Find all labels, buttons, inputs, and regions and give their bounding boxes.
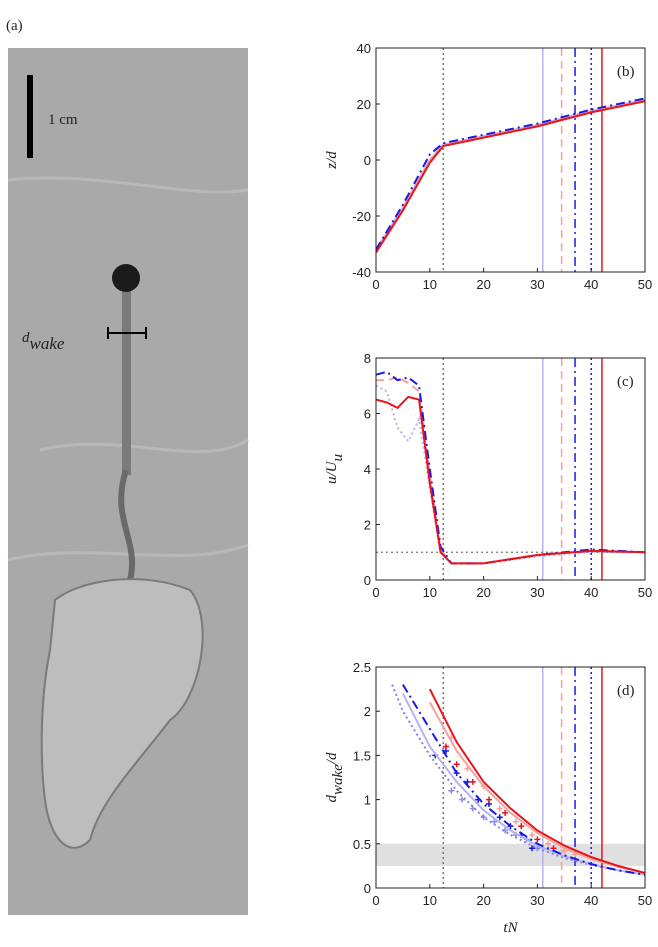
series-line	[376, 384, 645, 565]
plot-area	[376, 667, 645, 888]
chart: 0 10 20 30 40 50 -40 -20 0 20 40 (b) z/d	[324, 41, 652, 292]
series-line	[376, 100, 645, 253]
x-tick-label: 20	[476, 893, 490, 908]
x-axis-label: tN	[503, 920, 518, 936]
plot-area	[376, 358, 645, 580]
y-axis-label-part: wake	[330, 764, 346, 795]
x-tick-label: 50	[638, 893, 652, 908]
plot-area	[376, 48, 645, 272]
y-tick-label: 2.5	[353, 660, 371, 675]
y-tick-label: 0	[364, 881, 371, 896]
data-point	[480, 814, 487, 821]
series-line	[376, 97, 645, 251]
y-tick-label: 6	[364, 407, 371, 422]
x-tick-label: 10	[423, 585, 437, 600]
panel-label: (c)	[617, 374, 634, 390]
x-tick-label: 50	[638, 585, 652, 600]
series-line	[376, 395, 645, 565]
series-line	[428, 701, 645, 874]
data-point	[459, 796, 466, 803]
data-point	[485, 796, 492, 803]
y-tick-label: -20	[352, 209, 371, 224]
y-tick-label: 2	[364, 518, 371, 533]
data-point	[502, 809, 509, 816]
data-point	[496, 805, 503, 812]
series-line	[402, 693, 645, 876]
x-tick-label: 50	[638, 277, 652, 292]
y-axis-label-part: /d	[324, 752, 340, 765]
y-tick-label: 40	[357, 41, 371, 56]
x-tick-label: 20	[476, 585, 490, 600]
panel-label: (d)	[617, 683, 635, 699]
plot-frame	[375, 47, 646, 273]
y-axis-label-part: u/U	[324, 460, 340, 484]
x-tick-label: 40	[584, 277, 598, 292]
y-axis-label-part: d	[324, 795, 340, 803]
wake-label-sub: wake	[30, 334, 65, 353]
y-axis-label-part: z/d	[324, 151, 340, 170]
x-tick-label: 20	[476, 277, 490, 292]
x-tick-label: 0	[372, 893, 379, 908]
y-axis-label: z/d	[324, 151, 340, 170]
data-point	[529, 831, 536, 838]
x-tick-label: 10	[423, 277, 437, 292]
x-tick-label: 30	[530, 893, 544, 908]
data-point	[545, 840, 552, 847]
x-tick-label: 40	[584, 893, 598, 908]
data-point	[442, 743, 449, 750]
y-tick-label: 1.5	[353, 748, 371, 763]
wake-label-main: d	[22, 330, 30, 346]
y-tick-label: 0	[364, 153, 371, 168]
scale-label: 1 cm	[48, 112, 78, 128]
y-tick-label: 1	[364, 793, 371, 808]
y-tick-label: 2	[364, 704, 371, 719]
series-line	[376, 376, 645, 565]
wake-label: dwake	[22, 330, 65, 353]
data-point	[518, 823, 525, 830]
data-point	[529, 845, 536, 852]
x-tick-label: 40	[584, 585, 598, 600]
figure-label: (a)	[6, 18, 23, 34]
y-axis-label: u/Uu	[324, 454, 346, 484]
y-axis-label: dwake/d	[324, 752, 346, 802]
series-line	[402, 684, 645, 876]
series-line	[376, 370, 645, 565]
x-tick-label: 0	[372, 585, 379, 600]
y-tick-label: 0.5	[353, 837, 371, 852]
photo: 1 cm dwake	[7, 48, 249, 915]
y-axis-label-part: u	[330, 454, 346, 462]
data-point	[512, 818, 519, 825]
x-tick-label: 0	[372, 277, 379, 292]
chart: 0 10 20 30 40 50 0 0.5 1 1.5 2 2.5 (d) dwake/d tN	[324, 660, 652, 936]
y-tick-label: -40	[352, 265, 371, 280]
y-tick-label: 0	[364, 573, 371, 588]
data-point	[469, 778, 476, 785]
series-line	[376, 98, 645, 253]
sphere	[112, 264, 140, 292]
panel-label: (b)	[617, 64, 635, 80]
data-point	[534, 836, 541, 843]
x-tick-label: 30	[530, 585, 544, 600]
series-line	[428, 688, 645, 874]
chart: 0 10 20 30 40 50 0 2 4 6 8 (c) u/Uu	[324, 351, 652, 600]
series-line	[376, 98, 645, 251]
x-tick-label: 10	[423, 893, 437, 908]
y-tick-label: 4	[364, 462, 371, 477]
x-tick-label: 30	[530, 277, 544, 292]
plot-frame	[375, 666, 646, 889]
data-point	[448, 787, 455, 794]
y-tick-label: 8	[364, 351, 371, 366]
y-tick-label: 20	[357, 97, 371, 112]
data-point	[453, 761, 460, 768]
plot-frame	[375, 357, 646, 581]
turbulent-patch	[40, 578, 204, 849]
